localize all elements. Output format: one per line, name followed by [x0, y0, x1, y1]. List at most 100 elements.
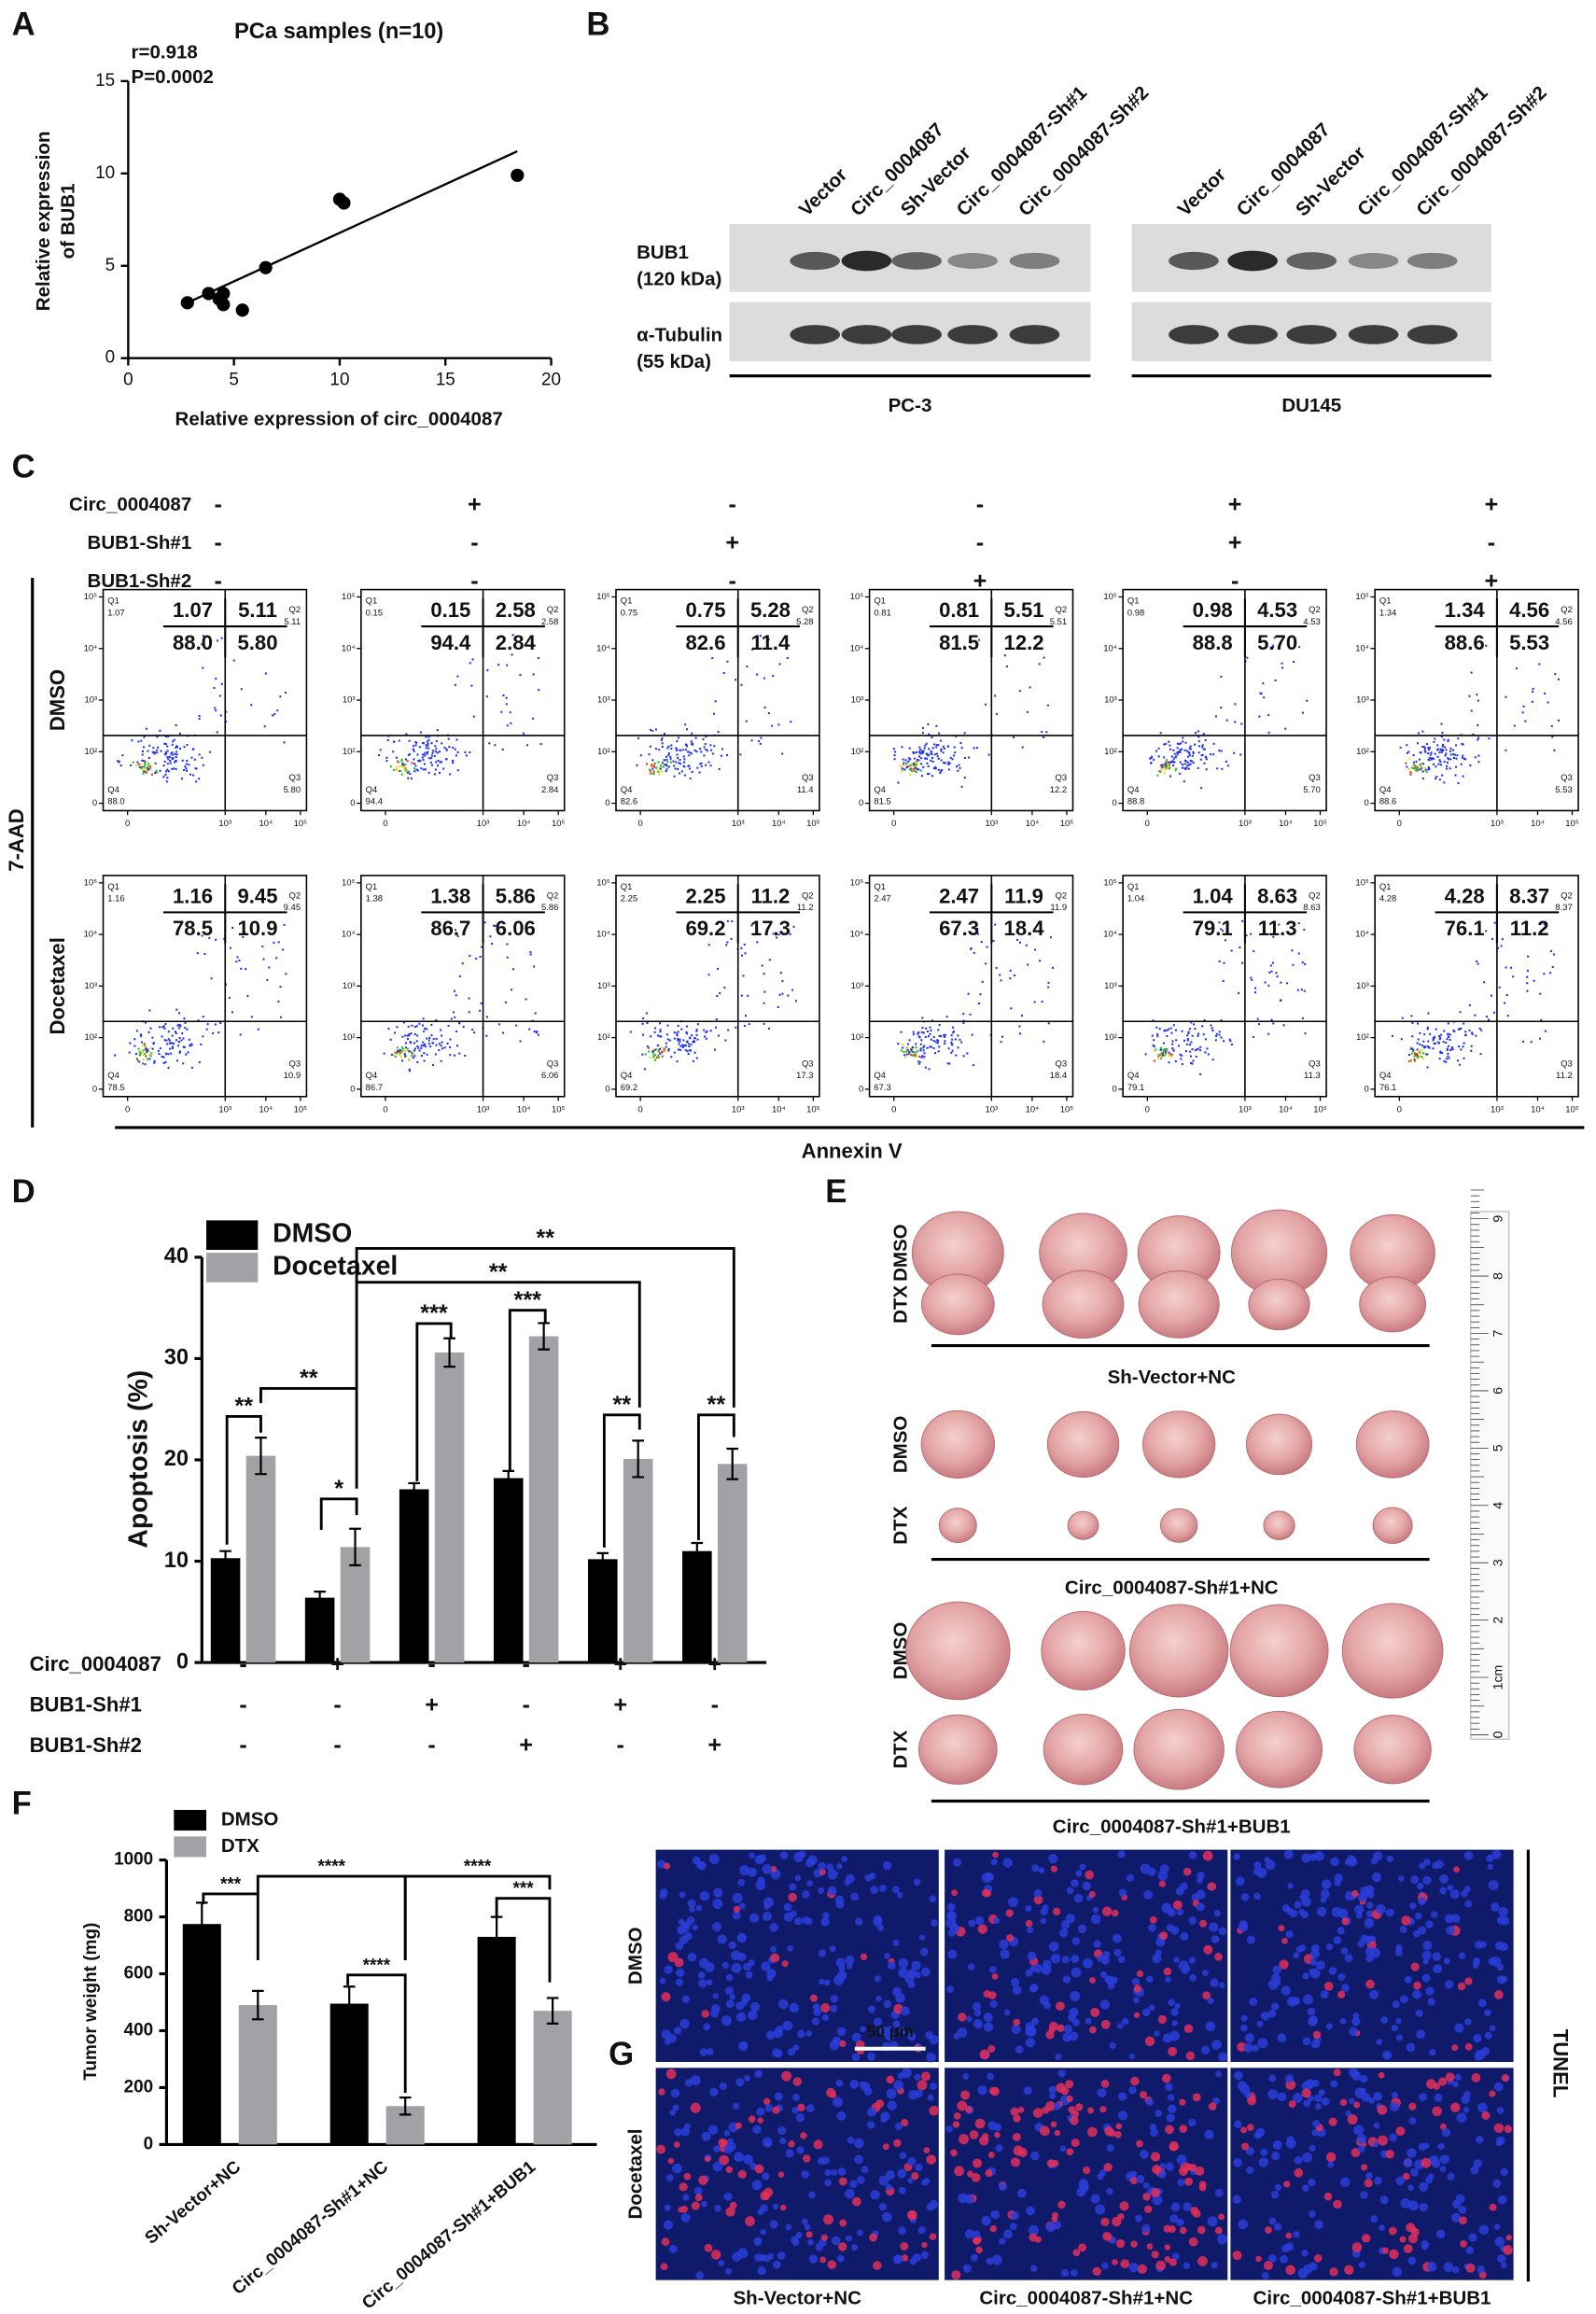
event-dot: [426, 1028, 427, 1030]
event-dot: [153, 1042, 155, 1044]
nucleus: [1312, 2120, 1320, 2127]
event-dot: [970, 1014, 972, 1016]
event-dot: [690, 778, 692, 779]
annotation: P=0.0002: [132, 66, 214, 88]
event-dot: [1275, 972, 1277, 974]
event-dot: [645, 1053, 647, 1055]
nucleus: [1071, 2269, 1078, 2277]
event-dot: [897, 781, 899, 783]
tunel-positive-cell: [1179, 2125, 1187, 2133]
tunel-positive-cell: [1494, 2124, 1504, 2133]
event-dot: [682, 749, 684, 750]
panel-letter: C: [12, 449, 35, 484]
event-dot: [1150, 762, 1152, 764]
event-dot: [1160, 732, 1162, 734]
event-dot: [1175, 1060, 1177, 1062]
nucleus: [1431, 1911, 1437, 1917]
event-dot: [1169, 775, 1171, 777]
event-dot: [279, 695, 281, 697]
event-dot: [147, 763, 149, 764]
nucleus: [685, 2079, 693, 2086]
nucleus: [1329, 1967, 1337, 1975]
event-dot: [1001, 979, 1002, 981]
event-dot: [451, 1018, 453, 1020]
event-dot: [952, 758, 954, 760]
event-dot: [926, 1047, 928, 1049]
nucleus: [1489, 1880, 1499, 1890]
condition-sign: +: [613, 1691, 627, 1718]
event-dot: [673, 764, 675, 766]
event-dot: [916, 771, 917, 773]
quadrant-name: Q3: [288, 1059, 301, 1070]
event-dot: [793, 926, 795, 928]
event-dot: [996, 967, 998, 969]
event-dot: [1436, 744, 1438, 746]
event-dot: [926, 753, 928, 755]
nucleus: [713, 1888, 722, 1898]
condition-sign: -: [333, 1732, 341, 1759]
event-dot: [1408, 758, 1410, 760]
nucleus: [1432, 2159, 1440, 2167]
event-dot: [1494, 922, 1496, 924]
event-dot: [1422, 771, 1424, 773]
event-dot: [1182, 737, 1183, 739]
tunel-positive-cell: [662, 2237, 670, 2246]
event-dot: [1019, 690, 1021, 692]
event-dot: [950, 1042, 952, 1044]
event-dot: [917, 769, 919, 771]
q3-value: 11.2: [1510, 917, 1549, 940]
event-dot: [688, 1043, 690, 1045]
event-dot: [1158, 770, 1160, 772]
event-dot: [902, 1044, 903, 1045]
nucleus: [1062, 1956, 1070, 1963]
event-dot: [114, 1055, 116, 1057]
event-dot: [696, 1029, 698, 1031]
event-dot: [413, 1050, 415, 1052]
event-dot: [1421, 1045, 1423, 1046]
event-dot: [413, 750, 415, 752]
event-dot: [1493, 1012, 1495, 1014]
event-dot: [903, 759, 904, 761]
event-dot: [1474, 1015, 1476, 1017]
event-dot: [185, 767, 187, 769]
event-dot: [152, 1048, 154, 1050]
event-dot: [904, 759, 906, 761]
tunel-positive-cell: [1337, 1991, 1345, 1998]
tunel-positive-cell: [1173, 1900, 1183, 1910]
event-dot: [1267, 714, 1269, 716]
nucleus: [1011, 1978, 1019, 1986]
event-dot: [397, 1050, 399, 1052]
nucleus: [847, 2137, 855, 2144]
event-dot: [679, 1041, 680, 1043]
event-dot: [424, 1059, 426, 1061]
nucleus: [792, 2094, 800, 2101]
nucleus: [664, 2220, 673, 2229]
tunel-positive-cell: [1362, 2234, 1370, 2242]
event-dot: [927, 773, 929, 775]
tunel-positive-cell: [770, 1953, 779, 1962]
event-dot: [1190, 764, 1192, 765]
column-label: Sh-Vector+NC: [734, 2288, 862, 2309]
nucleus: [838, 1965, 845, 1971]
event-dot: [654, 1048, 656, 1050]
nucleus: [779, 2138, 786, 2144]
event-dot: [1443, 1030, 1445, 1031]
event-dot: [187, 1051, 189, 1053]
nucleus: [1214, 1910, 1221, 1916]
significance-label: ***: [420, 1300, 448, 1326]
tunel-positive-cell: [1503, 2245, 1513, 2255]
event-dot: [708, 762, 710, 764]
nucleus: [1308, 2008, 1316, 2016]
quadrant-name: Q4: [107, 1071, 119, 1081]
event-dot: [148, 1058, 150, 1059]
event-dot: [275, 957, 277, 959]
event-dot: [277, 1001, 279, 1003]
nucleus: [1031, 1864, 1039, 1872]
nucleus: [679, 1918, 685, 1925]
nucleus: [1072, 2019, 1080, 2027]
tunel-positive-cell: [1116, 2239, 1125, 2248]
nucleus: [1412, 1990, 1421, 1999]
event-dot: [705, 764, 707, 766]
event-dot: [414, 1026, 416, 1028]
event-dot: [1268, 732, 1270, 734]
